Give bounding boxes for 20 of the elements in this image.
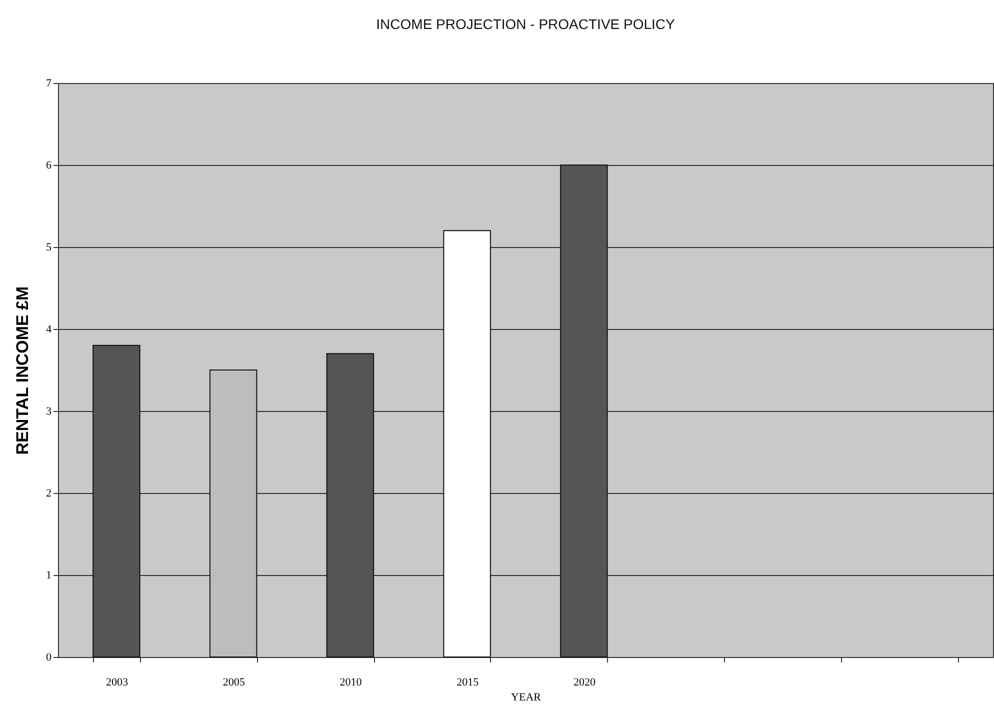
x-tick-label: 2005: [222, 676, 246, 688]
x-axis-title: YEAR: [511, 692, 542, 704]
bar: [443, 230, 491, 658]
y-tick-label: 3: [46, 406, 52, 418]
bar: [560, 164, 608, 658]
y-tick-label: 1: [46, 570, 52, 582]
y-tick-label: 0: [46, 652, 52, 664]
bar: [92, 344, 140, 658]
x-tick-label: 2020: [573, 676, 596, 688]
x-tick-label: 2003: [106, 676, 128, 688]
x-tick-label: 2010: [340, 676, 362, 688]
x-tick-label: 2015: [456, 676, 480, 688]
y-tick-label: 6: [46, 160, 52, 172]
y-tick-label: 5: [46, 242, 52, 254]
y-axis-title: RENTAL INCOME £M: [13, 286, 32, 455]
y-tick-label: 7: [46, 78, 52, 90]
bar: [326, 353, 374, 658]
y-tick-label: 4: [46, 324, 52, 336]
chart-title: INCOME PROJECTION - PROACTIVE POLICY: [376, 16, 676, 32]
y-tick-label: 2: [46, 488, 52, 500]
